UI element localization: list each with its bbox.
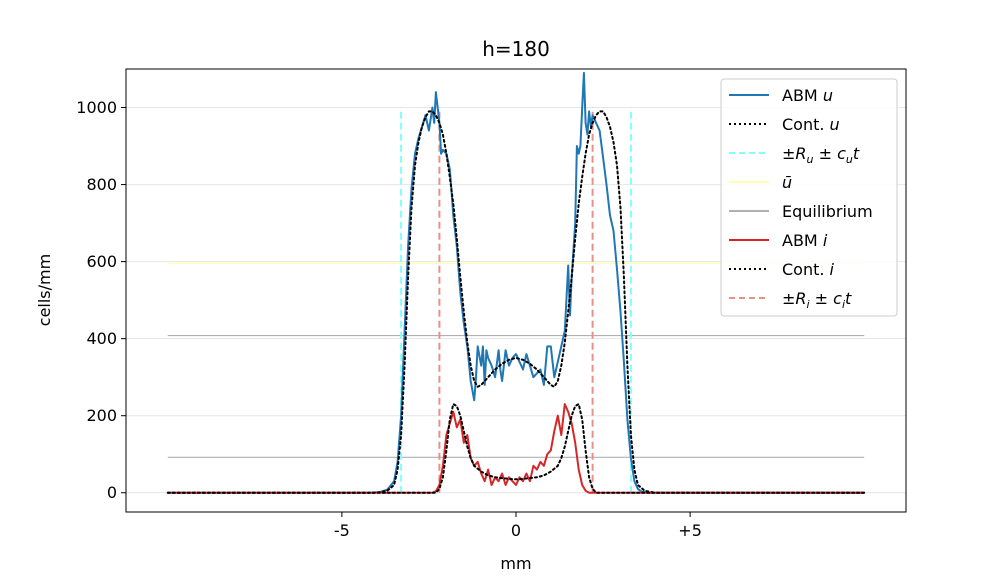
legend-label-abm-i: ABM i [782,231,828,250]
chart-title: h=180 [482,37,550,61]
legend-box [720,78,898,317]
series-cont-i [166,403,866,494]
x-tick-label-1: 0 [511,521,521,540]
x-tick-label-0: -5 [334,521,350,540]
y-tick-label-0: 0 [107,483,117,502]
y-tick-label-5: 1000 [76,98,117,117]
x-axis-label: mm [500,554,531,573]
series-cont-u [166,110,866,494]
y-axis-label: cells/mm [35,254,54,326]
legend-label-u-bar: ū [782,173,792,192]
series-abm-u [167,71,865,494]
y-tick-label-2: 400 [86,329,117,348]
x-tick-label-2: +5 [678,521,702,540]
y-tick-label-3: 600 [86,252,117,271]
legend-label-ru-bounds: ±Ru ± cut [782,144,860,166]
legend-label-abm-u: ABM u [782,86,833,105]
y-tick-label-4: 800 [86,175,117,194]
legend-swatches [729,94,769,299]
series-layer [166,71,866,494]
legend-label-ri-bounds: ±Ri ± cit [782,289,852,311]
legend-label-cont-u: Cont. u [782,115,840,134]
legend-label-equilibrium: Equilibrium [782,202,873,221]
legend: ABM u Cont. u ±Ru ± cut ū Equilibrium AB… [720,78,898,317]
y-tick-label-1: 200 [86,406,117,425]
legend-label-cont-i: Cont. i [782,260,835,279]
ticks-layer: 0 200 400 600 800 1000 -5 0 +5 [76,98,702,540]
